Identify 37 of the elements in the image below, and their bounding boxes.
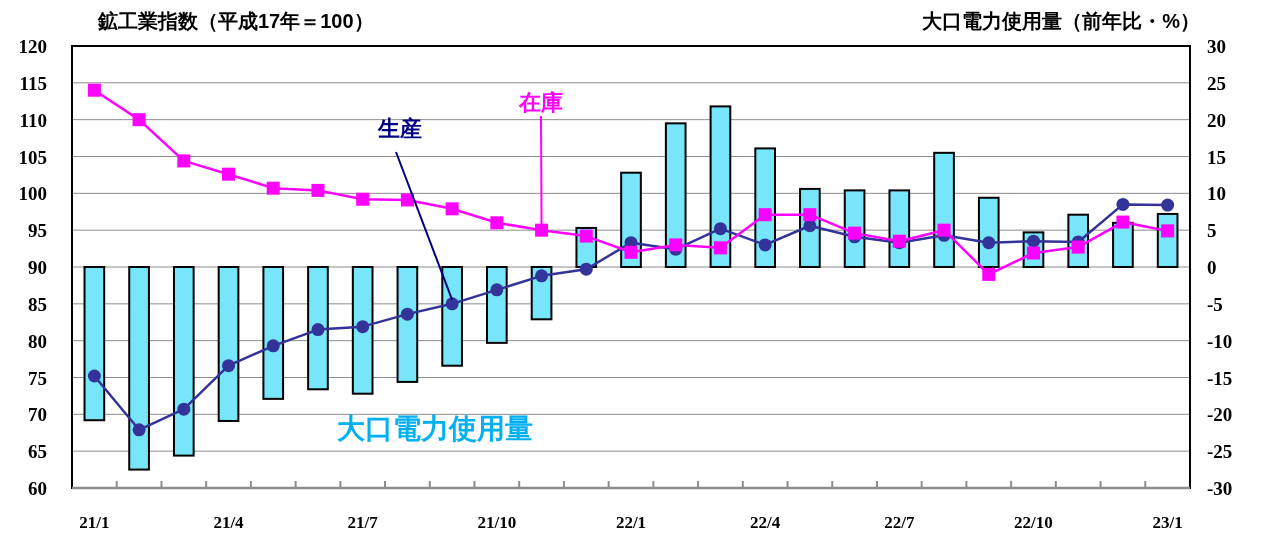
- x-tick-label: 21/7: [347, 513, 379, 532]
- x-tick-label: 22/7: [884, 513, 915, 532]
- y2-tick-label: -20: [1207, 404, 1233, 426]
- y2-tick-label: -5: [1207, 293, 1223, 315]
- y-tick-label: 120: [18, 36, 47, 57]
- x-tick-label: 22/4: [750, 513, 781, 532]
- x-tick-label: 21/4: [213, 513, 245, 532]
- y2-tick-label: -25: [1207, 441, 1233, 463]
- y-tick-label: 85: [28, 293, 47, 315]
- y-tick-label: 110: [19, 109, 47, 131]
- x-tick-label: 21/10: [477, 513, 517, 532]
- x-tick-label: 22/10: [1014, 513, 1053, 532]
- x-tick-label: 22/1: [615, 513, 647, 532]
- y2-tick-label: -10: [1207, 330, 1233, 352]
- y-tick-label: 75: [28, 367, 47, 389]
- y-axis-title: 鉱工業指数（平成17年＝100）: [97, 10, 374, 32]
- y2-tick-label: 30: [1207, 36, 1226, 57]
- x-tick-label: 23/1: [1152, 513, 1183, 532]
- y2-axis-title: 大口電力使用量（前年比・%）: [922, 10, 1200, 32]
- y-tick-label: 115: [19, 72, 47, 94]
- y2-tick-label: -15: [1207, 367, 1233, 389]
- y2-tick-label: 20: [1207, 109, 1226, 131]
- y2-tick-label: -30: [1207, 478, 1233, 499]
- x-tick-label: 21/1: [79, 513, 110, 532]
- y-tick-label: 100: [18, 183, 47, 205]
- y-tick-label: 65: [28, 441, 47, 463]
- y-tick-label: 80: [28, 330, 47, 352]
- y-tick-label: 95: [28, 220, 47, 242]
- y2-tick-label: 0: [1207, 257, 1217, 278]
- y2-tick-label: 25: [1207, 72, 1226, 94]
- y-tick-label: 90: [28, 257, 47, 278]
- y2-tick-label: 15: [1207, 146, 1226, 168]
- y2-tick-label: 5: [1207, 220, 1217, 242]
- y-tick-label: 70: [28, 404, 47, 426]
- y-tick-label: 105: [18, 146, 47, 168]
- y-tick-label: 60: [28, 478, 47, 499]
- y2-tick-label: 10: [1207, 183, 1226, 205]
